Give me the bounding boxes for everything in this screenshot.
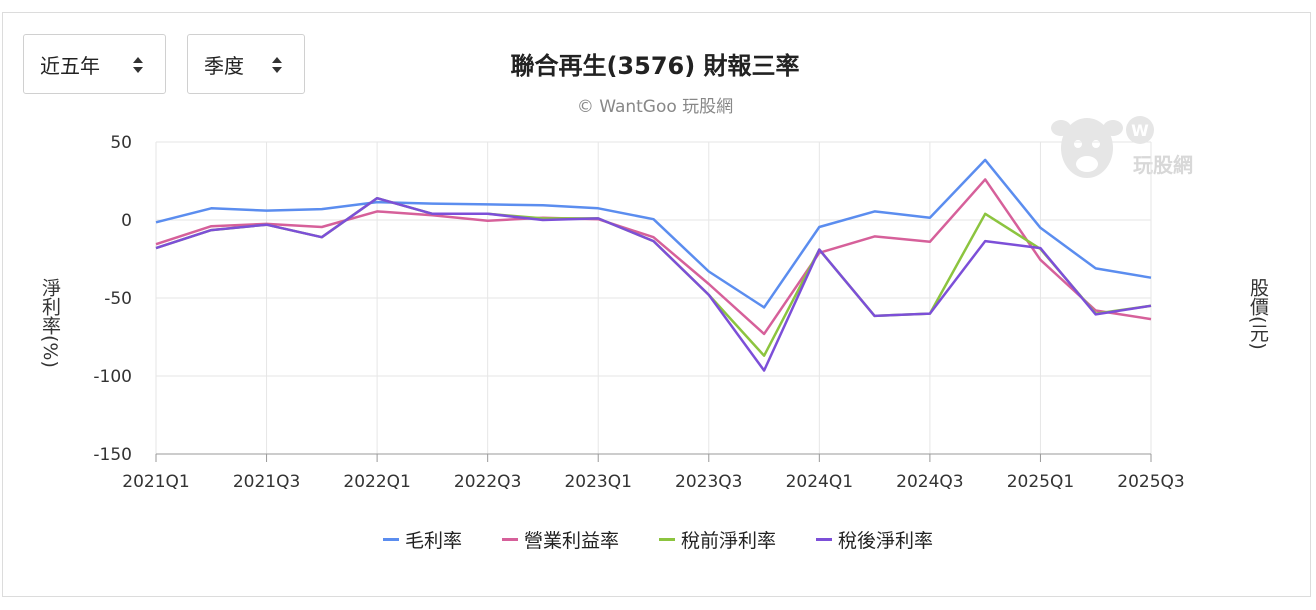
sort-caret-icon — [272, 57, 282, 73]
chart-subtitle: © WantGoo 玩股網 — [576, 97, 734, 117]
x-tick-label: 2023Q3 — [675, 472, 742, 492]
axis-layer: 50 0 -50 -100 -150 2021Q1 2021Q3 2022Q1 2022Q3 20… — [93, 133, 1184, 492]
series-line-1 — [155, 158, 1152, 309]
range-select-label: 近五年 — [40, 53, 100, 78]
series-line-3 — [155, 196, 1152, 357]
x-tick-label: 2023Q1 — [564, 472, 631, 492]
legend-swatch — [501, 538, 518, 541]
x-tick-label: 2021Q3 — [233, 472, 300, 492]
y-axis-label-right: 股價(元) — [1247, 278, 1269, 350]
y-tick-label: -50 — [104, 289, 132, 309]
legend-label: 稅後淨利率 — [838, 530, 934, 552]
y-tick-label: 50 — [110, 133, 132, 153]
x-tick-label: 2024Q1 — [786, 472, 853, 492]
x-tick-label: 2022Q1 — [343, 472, 410, 492]
legend-label: 營業利益率 — [523, 530, 619, 552]
x-tick-label: 2025Q3 — [1117, 472, 1184, 492]
legend-label: 毛利率 — [404, 530, 462, 552]
sort-caret-icon — [133, 57, 143, 73]
legend-label: 稅前淨利率 — [681, 530, 777, 552]
period-select[interactable]: 季度 — [187, 34, 305, 94]
legend-item-1[interactable]: 毛利率 — [382, 526, 462, 553]
range-select[interactable]: 近五年 — [23, 34, 166, 94]
y-tick-label: 0 — [121, 211, 132, 231]
series-layer — [155, 158, 1152, 372]
legend-item-4[interactable]: 稅後淨利率 — [816, 526, 933, 553]
x-tick-label: 2022Q3 — [454, 472, 521, 492]
legend-item-3[interactable]: 稅前淨利率 — [659, 526, 776, 553]
x-tick-label: 2024Q3 — [896, 472, 963, 492]
period-select-label: 季度 — [204, 53, 244, 78]
legend-swatch — [816, 538, 833, 541]
series-line-2 — [155, 178, 1152, 336]
series-line-4 — [155, 196, 1152, 372]
watermark-text: 玩股網 — [1133, 153, 1193, 177]
y-tick-label: -100 — [93, 367, 132, 387]
svg-text:W: W — [1131, 121, 1149, 140]
legend-swatch — [382, 538, 399, 541]
legend: 毛利率 營業利益率 稅前淨利率 稅後淨利率 — [0, 526, 1316, 553]
chart-card — [2, 12, 1311, 597]
y-axis-label-left: 淨利率(%) — [39, 278, 61, 368]
y-tick-label: -150 — [93, 445, 132, 465]
legend-item-2[interactable]: 營業利益率 — [501, 526, 619, 553]
legend-swatch — [659, 538, 675, 541]
x-tick-label: 2025Q1 — [1007, 472, 1074, 492]
chart-title: 聯合再生(3576) 財報三率 — [510, 52, 800, 80]
x-tick-label: 2021Q1 — [122, 472, 189, 492]
wantgoo-logo-watermark: W 玩股網 — [1051, 116, 1193, 178]
grid-layer — [155, 141, 1152, 455]
